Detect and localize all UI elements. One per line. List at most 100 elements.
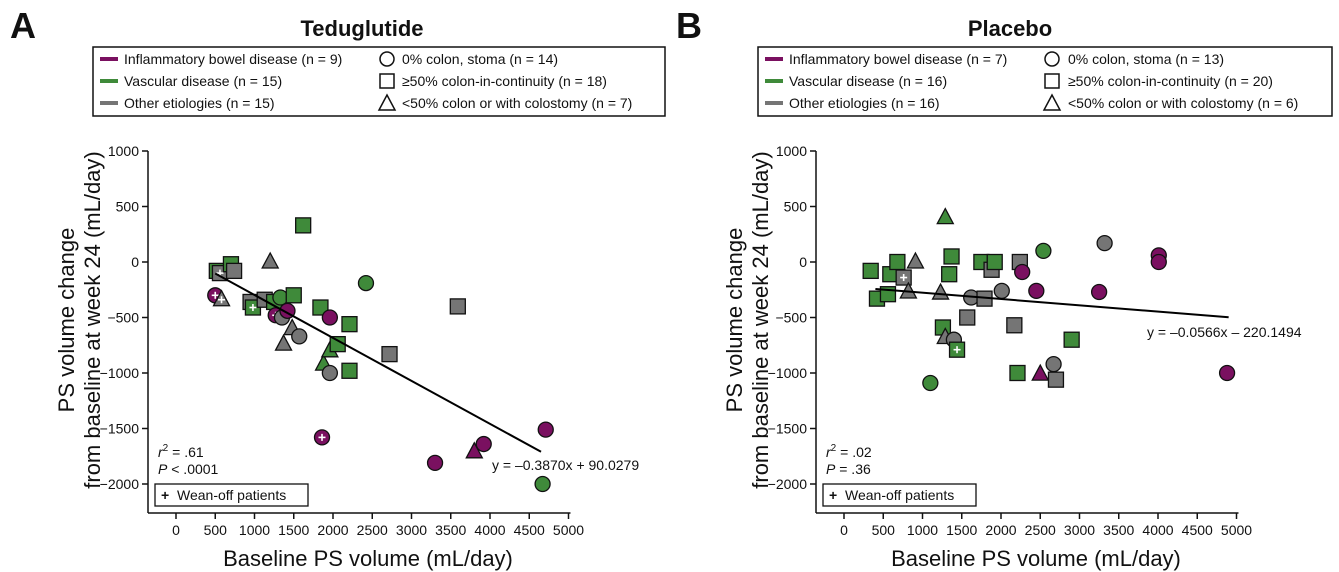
p-value-text-b: = .36 (835, 461, 871, 477)
x-tick-label-a: 500 (204, 522, 228, 538)
wean-off-legend-label-a: Wean-off patients (177, 487, 286, 503)
x-tick-label-b: 1000 (907, 522, 938, 538)
data-point-ibd-circle (321, 309, 339, 326)
legend-label-square-b: ≥50% colon-in-continuity (n = 20) (1068, 73, 1273, 89)
y-axis-label-line1-a: PS volume change (54, 228, 79, 413)
data-point-other-square (449, 298, 466, 315)
x-tick-label-a: 5000 (553, 522, 584, 538)
legend-circle-icon-b (1044, 51, 1060, 67)
data-point-ibd-circle (1150, 253, 1167, 271)
data-point-vascular-square (285, 287, 302, 304)
x-tick-label-b: 1500 (946, 522, 977, 538)
legend-label-ibd-b: Inflammatory bowel disease (n = 7) (789, 51, 1007, 67)
r-squared-value-a: = .61 (168, 444, 204, 460)
data-point-vascular-square (1063, 331, 1080, 348)
legend-triangle-icon-b (1042, 93, 1062, 111)
r-squared-a: r2 = .61 (158, 443, 204, 460)
data-point-vascular-square (889, 253, 906, 271)
data-point-vascular-square (941, 266, 958, 283)
data-point-other-circle (1045, 355, 1062, 373)
p-symbol-b: P (826, 461, 836, 477)
y-tick-label-b: −500 (775, 310, 807, 326)
y-tick-label-b: 0 (799, 254, 807, 270)
x-tick-label-b: 2000 (985, 522, 1016, 538)
panel-letter-b: B (676, 5, 702, 46)
legend-triangle-icon-a (377, 93, 397, 111)
legend-label-triangle-b: <50% colon or with colostomy (n = 6) (1068, 95, 1298, 111)
data-point-vascular-square (862, 262, 879, 280)
data-point-vascular-circle (1035, 242, 1052, 260)
panel-a: A Teduglutide Inflammatory bowel disease… (10, 5, 666, 571)
wean-off-legend-label-b: Wean-off patients (845, 487, 954, 503)
x-tick-label-b: 500 (872, 522, 896, 538)
data-point-vascular-square (943, 248, 960, 265)
x-tick-label-b: 3500 (1103, 522, 1134, 538)
data-point-other-triangle (261, 251, 280, 269)
legend-label-vascular-b: Vascular disease (n = 16) (789, 73, 947, 89)
legend-label-ibd-a: Inflammatory bowel disease (n = 9) (124, 51, 342, 67)
r-exponent-a: 2 (163, 443, 169, 454)
x-tick-label-b: 3000 (1064, 522, 1095, 538)
data-point-other-triangle (274, 333, 293, 351)
wean-off-legend-box-a (154, 483, 309, 507)
y-tick-label-b: −1500 (768, 421, 808, 437)
data-point-other-square (381, 345, 398, 363)
legend-label-square-a: ≥50% colon-in-continuity (n = 18) (402, 73, 607, 89)
r-symbol-b: r (826, 444, 832, 460)
legend-square-icon-b (1044, 73, 1060, 89)
legend-label-vascular-a: Vascular disease (n = 15) (124, 73, 282, 89)
data-point-ibd-circle (1014, 263, 1031, 281)
legend-square-icon-a (379, 73, 395, 89)
data-point-vascular-triangle (936, 207, 955, 225)
x-tick-label-a: 2000 (317, 522, 348, 538)
x-axis-label-a: Baseline PS volume (mL/day) (223, 546, 513, 571)
y-tick-label-a: −2000 (100, 476, 140, 492)
y-axis-label-line2-a: from baseline at week 24 (mL/day) (80, 151, 105, 489)
y-tick-label-b: 500 (784, 199, 808, 215)
y-tick-label-a: 0 (131, 254, 139, 270)
data-point-vascular-circle (534, 475, 551, 493)
y-tick-label-a: 1000 (108, 143, 139, 159)
y-tick-label-b: −1000 (768, 365, 808, 381)
data-point-vascular-square (986, 253, 1003, 271)
p-value-a: P < .0001 (158, 461, 219, 477)
x-tick-label-a: 4000 (474, 522, 505, 538)
x-axis-label-b: Baseline PS volume (mL/day) (891, 546, 1181, 571)
legend-circle-icon-a (379, 51, 395, 67)
data-point-other-square (959, 309, 976, 326)
panel-b: B Placebo Inflammatory bowel disease (n … (676, 5, 1333, 571)
x-tick-label-a: 4500 (514, 522, 545, 538)
data-point-other-circle (993, 282, 1010, 300)
wean-off-legend-box-b (822, 483, 977, 507)
x-tick-label-a: 2500 (357, 522, 388, 538)
plus-icon: + (161, 487, 169, 503)
y-axis-label-line1-b: PS volume change (722, 228, 747, 413)
y-tick-label-a: 500 (116, 199, 140, 215)
r-squared-b: r2 = .02 (826, 443, 872, 460)
data-point-vascular-square (312, 299, 329, 316)
panel-title-a: Teduglutide (300, 16, 423, 41)
legend-b: Inflammatory bowel disease (n = 7) Vascu… (757, 46, 1333, 117)
y-axis-label-line2-b: from baseline at week 24 (mL/day) (748, 151, 773, 489)
legend-box-a (92, 46, 666, 117)
regression-equation-b: y = –0.0566x – 220.1494 (1147, 324, 1302, 340)
data-point-other-triangle (931, 282, 950, 300)
data-point-ibd-circle (426, 454, 444, 472)
x-tick-label-b: 0 (840, 522, 848, 538)
y-axis-label-a: PS volume changefrom baseline at week 24… (54, 151, 105, 489)
data-point-other-circle (1096, 234, 1113, 252)
panel-title-b: Placebo (968, 16, 1052, 41)
data-point-other-triangle (906, 251, 925, 269)
data-point-ibd-circle (1090, 283, 1108, 301)
x-tick-label-b: 4000 (1142, 522, 1173, 538)
data-point-vascular-square (295, 217, 312, 234)
legend-label-other-a: Other etiologies (n = 15) (124, 95, 275, 111)
x-tick-label-a: 3000 (396, 522, 427, 538)
y-axis-label-b: PS volume changefrom baseline at week 24… (722, 151, 773, 489)
panel-letter-a: A (10, 5, 36, 46)
data-point-ibd-circle (1218, 364, 1236, 382)
data-point-vascular-square (1009, 364, 1026, 382)
